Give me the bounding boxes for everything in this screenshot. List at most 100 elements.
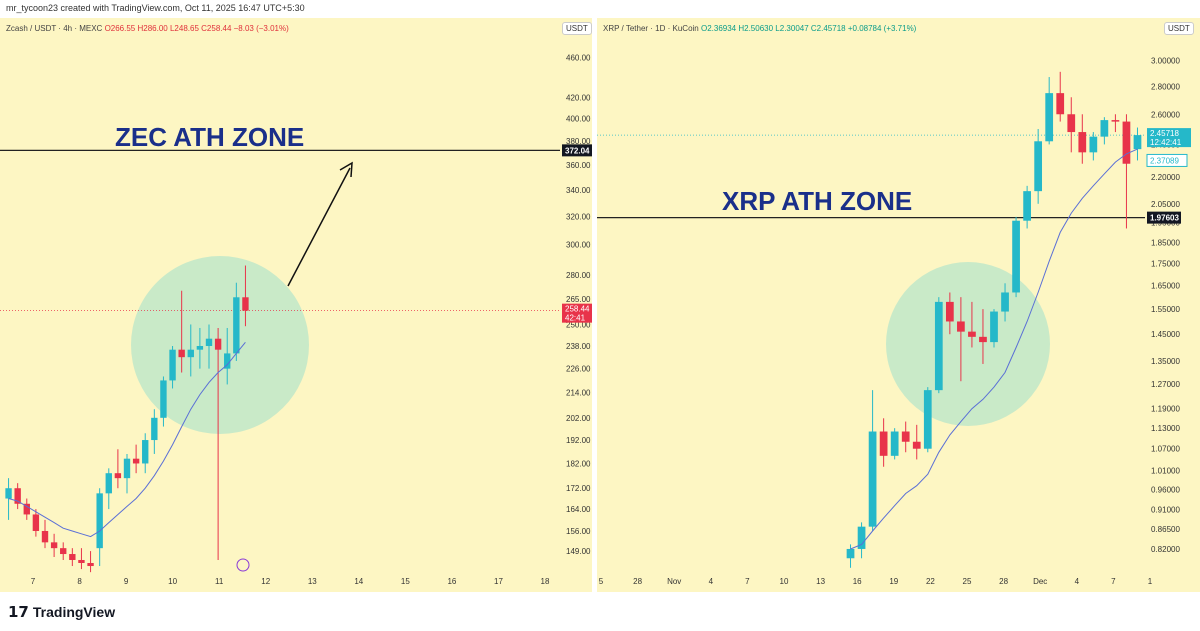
ath-zone-annotation: XRP ATH ZONE bbox=[722, 186, 912, 216]
x-tick-label: 16 bbox=[447, 577, 456, 586]
xrp-ohlc-change: +0.08784 (+3.71%) bbox=[847, 24, 917, 33]
y-tick-label: 1.35000 bbox=[1151, 357, 1180, 366]
xrp-ohlc-close: C2.45718 bbox=[810, 24, 846, 33]
tradingview-brand: TradingView bbox=[32, 604, 116, 620]
y-tick-label: 3.00000 bbox=[1151, 56, 1180, 65]
y-tick-label: 250.00 bbox=[566, 320, 591, 329]
y-tick-label: 172.00 bbox=[566, 484, 591, 493]
last-price-value: 258.44 bbox=[565, 305, 590, 314]
x-tick-label: 16 bbox=[853, 577, 862, 586]
moving-average-line bbox=[8, 341, 246, 538]
y-tick-label: 1.13000 bbox=[1151, 424, 1180, 433]
x-tick-label: 4 bbox=[1075, 577, 1080, 586]
zec-ohlc-high: H286.00 bbox=[137, 24, 168, 33]
y-tick-label: 320.00 bbox=[566, 212, 591, 221]
last-price-badge bbox=[1147, 128, 1191, 148]
tradingview-footer[interactable]: 17 TradingView bbox=[8, 602, 115, 622]
y-tick-label: 280.00 bbox=[566, 271, 591, 280]
zec-chart-title: Zcash / USDT · 4h · MEXC O266.55 H286.00… bbox=[6, 24, 289, 33]
x-tick-label: 5 bbox=[599, 577, 604, 586]
countdown-value: 42:41 bbox=[565, 314, 586, 323]
x-tick-label: 7 bbox=[31, 577, 36, 586]
x-tick-label: 11 bbox=[215, 577, 224, 586]
candle-up bbox=[142, 440, 149, 464]
y-tick-label: 192.00 bbox=[566, 436, 591, 445]
ma-value-label: 2.37089 bbox=[1150, 156, 1179, 165]
x-tick-label: 19 bbox=[889, 577, 898, 586]
candle-down bbox=[132, 458, 140, 464]
last-price-badge bbox=[562, 303, 592, 323]
x-tick-label: 18 bbox=[541, 577, 550, 586]
xrp-chart-panel[interactable]: 3.000002.800002.600002.400002.200002.050… bbox=[597, 18, 1200, 592]
zec-currency-button[interactable]: USDT bbox=[562, 22, 592, 35]
candle-down bbox=[214, 338, 222, 350]
y-tick-label: 2.05000 bbox=[1151, 200, 1180, 209]
candle-down bbox=[945, 301, 954, 322]
candle-up bbox=[868, 431, 877, 527]
y-tick-label: 156.00 bbox=[566, 527, 591, 536]
y-tick-label: 460.00 bbox=[566, 53, 591, 62]
candle-up bbox=[1045, 93, 1054, 142]
candle-down bbox=[32, 514, 40, 531]
y-tick-label: 238.00 bbox=[566, 342, 591, 351]
ath-price-label: 1.97603 bbox=[1150, 214, 1179, 223]
y-tick-label: 1.01000 bbox=[1151, 466, 1180, 475]
x-tick-label: Dec bbox=[1033, 577, 1047, 586]
candle-up bbox=[233, 297, 240, 354]
x-tick-label: 14 bbox=[354, 577, 363, 586]
candle-up bbox=[857, 526, 866, 549]
candle-up bbox=[1023, 191, 1031, 221]
x-tick-label: 7 bbox=[1111, 577, 1116, 586]
candle-down bbox=[14, 488, 21, 504]
x-tick-label: 22 bbox=[926, 577, 935, 586]
candle-down bbox=[957, 321, 965, 332]
y-tick-label: 1.45000 bbox=[1151, 330, 1180, 339]
candle-up bbox=[160, 380, 167, 418]
xrp-symbol-title: XRP / Tether · 1D · KuCoin bbox=[603, 24, 699, 33]
x-tick-label: 9 bbox=[124, 577, 129, 586]
x-tick-label: 10 bbox=[780, 577, 789, 586]
x-tick-label: 1 bbox=[1148, 577, 1153, 586]
candle-up bbox=[224, 353, 231, 369]
candle-down bbox=[968, 331, 976, 337]
candle-down bbox=[60, 548, 67, 555]
last-price-value: 2.45718 bbox=[1150, 129, 1179, 138]
candle-up bbox=[846, 548, 855, 559]
candle-down bbox=[1067, 114, 1076, 133]
x-tick-label: 25 bbox=[963, 577, 972, 586]
y-tick-label: 2.80000 bbox=[1151, 82, 1180, 91]
candle-up bbox=[187, 349, 194, 358]
candle-up bbox=[105, 473, 112, 494]
author-attribution: mr_tycoon23 created with TradingView.com… bbox=[6, 3, 305, 13]
y-tick-label: 380.00 bbox=[566, 137, 591, 146]
candle-up bbox=[1133, 135, 1142, 150]
zec-chart-canvas[interactable]: 460.00 420.00 400.00 380.00 360.00 340.00 320.… bbox=[0, 18, 592, 592]
zec-chart-panel[interactable]: 460.00 420.00 400.00 380.00 360.00 340.00 320.… bbox=[0, 18, 592, 592]
zec-ohlc-change: −8.03 (−3.01%) bbox=[233, 24, 289, 33]
y-tick-label: 2.60000 bbox=[1151, 110, 1180, 119]
y-tick-label: 340.00 bbox=[566, 186, 591, 195]
y-tick-label: 1.85000 bbox=[1151, 238, 1180, 247]
event-lightning-icon bbox=[236, 558, 250, 572]
y-tick-label: 182.00 bbox=[566, 459, 591, 468]
candle-down bbox=[901, 431, 910, 442]
xrp-chart-canvas[interactable]: 3.000002.800002.600002.400002.200002.050… bbox=[597, 18, 1200, 592]
y-tick-label: 1.19000 bbox=[1151, 405, 1180, 414]
y-tick-label: 164.00 bbox=[566, 505, 591, 514]
x-tick-label: 28 bbox=[999, 577, 1008, 586]
y-tick-label: 1.27000 bbox=[1151, 380, 1180, 389]
candle-down bbox=[979, 336, 987, 343]
panel-divider[interactable] bbox=[592, 18, 597, 592]
highlight-circle bbox=[886, 262, 1050, 426]
x-tick-label: 10 bbox=[168, 577, 177, 586]
candle-down bbox=[87, 563, 94, 567]
candle-up bbox=[1089, 136, 1098, 153]
candle-up bbox=[5, 488, 12, 499]
y-tick-label: 0.86500 bbox=[1151, 525, 1180, 534]
y-tick-label: 1.65000 bbox=[1151, 282, 1180, 291]
candle-down bbox=[879, 431, 888, 456]
y-tick-label: 400.00 bbox=[566, 115, 591, 124]
target-arrow-shaft bbox=[287, 167, 351, 287]
y-tick-label: 0.96000 bbox=[1151, 486, 1180, 495]
xrp-currency-button[interactable]: USDT bbox=[1164, 22, 1194, 35]
